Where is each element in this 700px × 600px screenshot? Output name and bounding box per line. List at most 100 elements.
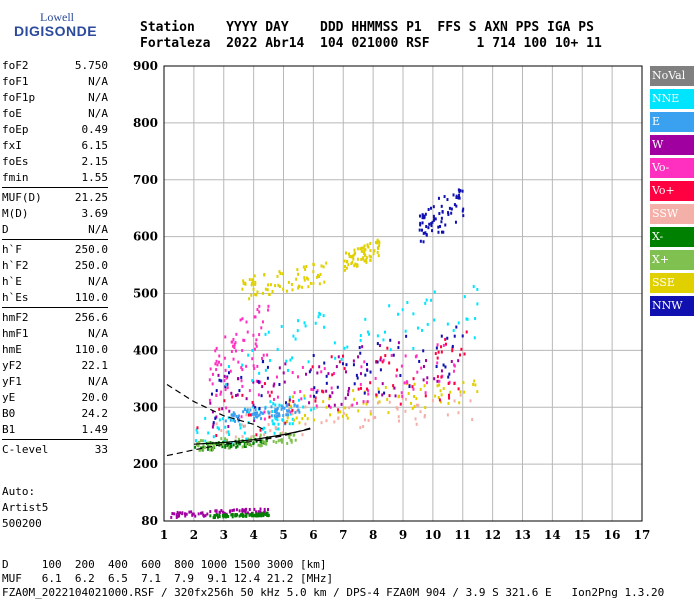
echo-point: [238, 389, 241, 393]
echo-point: [376, 241, 379, 245]
echo-point: [265, 442, 268, 446]
param-row: hmE 110.0: [2, 342, 108, 358]
echo-point: [216, 363, 219, 367]
echo-point: [278, 403, 281, 407]
echo-point: [224, 388, 227, 392]
echo-point: [430, 298, 433, 302]
echo-point: [442, 343, 445, 347]
echo-point: [434, 352, 437, 356]
echo-point: [352, 363, 355, 367]
echo-point: [325, 381, 328, 385]
echo-point: [252, 333, 255, 337]
echo-point: [295, 277, 298, 281]
echo-point: [280, 407, 283, 411]
echo-point: [448, 372, 451, 376]
echo-point: [422, 378, 425, 382]
echo-point: [181, 512, 184, 516]
echo-point: [264, 287, 267, 291]
echo-point: [227, 446, 230, 450]
echo-point: [317, 273, 320, 277]
echo-point: [195, 428, 198, 432]
echo-point: [336, 385, 339, 389]
echo-point: [265, 439, 268, 443]
echo-point: [341, 362, 344, 366]
echo-point: [299, 390, 302, 394]
param-value: 1.49: [81, 423, 109, 436]
echo-point: [309, 281, 312, 285]
echo-point: [241, 368, 244, 372]
echo-point: [310, 387, 313, 391]
echo-point: [365, 400, 368, 404]
param-row: B1 1.49: [2, 422, 108, 438]
echo-point: [350, 255, 353, 259]
echo-point: [318, 311, 321, 315]
echo-point: [220, 508, 223, 512]
echo-point: [276, 418, 279, 422]
echo-point: [230, 413, 233, 417]
echo-point: [442, 230, 445, 234]
echo-point: [281, 431, 284, 435]
echo-point: [378, 344, 381, 348]
echo-point: [436, 356, 439, 360]
echo-point: [377, 390, 380, 394]
echo-point: [352, 359, 355, 363]
echo-point: [463, 352, 466, 356]
echo-point: [254, 414, 257, 418]
echo-point: [289, 404, 292, 408]
echo-point: [436, 379, 439, 383]
echo-point: [363, 418, 366, 422]
echo-point: [222, 515, 225, 519]
echo-point: [323, 367, 326, 371]
echo-point: [263, 273, 266, 277]
echo-point: [363, 259, 366, 263]
echo-point: [210, 442, 213, 446]
echo-point: [440, 334, 443, 338]
echo-point: [360, 257, 363, 261]
echo-point: [303, 278, 306, 282]
echo-point: [353, 382, 356, 386]
echo-point: [369, 255, 372, 259]
echo-point: [421, 221, 424, 225]
echo-point: [283, 406, 286, 410]
echo-point: [325, 374, 328, 378]
echo-point: [354, 251, 357, 255]
echo-point: [322, 400, 325, 404]
x-tick-label: 7: [339, 528, 347, 542]
echo-point: [224, 513, 227, 517]
echo-point: [259, 433, 262, 437]
echo-point: [273, 410, 276, 414]
echo-point: [416, 370, 419, 374]
echo-point: [473, 336, 476, 340]
echo-point: [224, 443, 227, 447]
echo-point: [252, 412, 255, 416]
param-row: yE 20.0: [2, 390, 108, 406]
echo-point: [211, 382, 214, 386]
echo-point: [248, 411, 251, 415]
echo-point: [247, 353, 250, 357]
echo-point: [293, 391, 296, 395]
echo-point: [446, 198, 449, 202]
echo-point: [450, 207, 453, 211]
echo-point: [243, 424, 246, 428]
echo-point: [279, 432, 282, 436]
echo-point: [250, 293, 253, 297]
y-tick-label: 600: [133, 230, 158, 244]
echo-point: [281, 272, 284, 276]
footer: D 100 200 400 600 800 1000 1500 3000 [km…: [2, 558, 664, 600]
echo-point: [269, 400, 272, 404]
echo-point: [215, 513, 218, 517]
echo-point: [267, 514, 270, 518]
echo-point: [259, 510, 262, 514]
echo-point: [381, 360, 384, 364]
echo-point: [455, 325, 458, 329]
echo-point: [279, 438, 282, 442]
y-tick-label: 300: [133, 400, 158, 414]
echo-point: [359, 334, 362, 338]
echo-point: [361, 345, 364, 349]
echo-point: [368, 332, 371, 336]
echo-point: [415, 403, 418, 407]
param-row: foEs 2.15: [2, 154, 108, 170]
echo-point: [232, 344, 235, 348]
echo-point: [351, 255, 354, 259]
param-row: MUF(D) 21.25: [2, 190, 108, 206]
